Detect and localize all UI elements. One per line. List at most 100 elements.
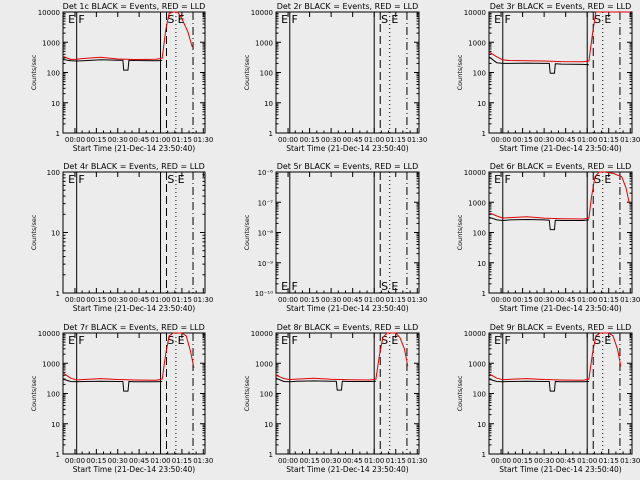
y-tick-label: 10 <box>51 100 60 108</box>
x-tick-label: 01:00 <box>364 296 384 304</box>
x-tick-label: 00:30 <box>534 136 554 144</box>
panel-det-3: Det 3r BLACK = Events, RED = LLD 1 10 100 10… <box>456 2 640 153</box>
y-tick-label: 100 <box>260 70 273 78</box>
y-tick-label: 10⁻⁸ <box>258 230 274 238</box>
x-tick-label: 01:00 <box>577 296 597 304</box>
x-tick-label: 01:15 <box>172 296 192 304</box>
marker-label: S <box>594 13 601 26</box>
y-tick-label: 10⁻⁹ <box>258 260 274 268</box>
x-tick-label: 00:15 <box>300 457 320 465</box>
y-tick-label: 1 <box>56 290 60 298</box>
x-tick-label: 00:15 <box>86 296 106 304</box>
panel-det-5: Det 5r BLACK = Events, RED = LLD 10⁻¹⁰ 10⁻… <box>243 162 427 313</box>
marker-label: F <box>505 334 511 347</box>
y-tick-label: 10 <box>264 100 273 108</box>
y-tick-label: 1 <box>56 130 60 138</box>
lld-line <box>488 171 630 220</box>
x-tick-label: 01:00 <box>364 136 384 144</box>
marker-label: S <box>594 334 601 347</box>
panel-det-6: Det 6r BLACK = Events, RED = LLD 1 10 100 10… <box>456 162 640 313</box>
marker-label: E <box>281 280 288 293</box>
y-tick-label: 1000 <box>468 360 486 368</box>
events-line <box>275 377 376 391</box>
x-tick-label: 00:00 <box>278 296 298 304</box>
x-tick-label: 01:00 <box>577 457 597 465</box>
panel-det-8: Det 8r BLACK = Events, RED = LLD 1 10 100 10… <box>243 323 427 474</box>
x-tick-label: 01:15 <box>599 296 619 304</box>
marker-label: F <box>292 13 298 26</box>
x-axis-label: Start Time (21-Dec-14 23:50:40) <box>499 465 621 474</box>
marker-label: F <box>505 173 511 186</box>
x-tick-label: 00:30 <box>108 457 128 465</box>
marker-label: E <box>68 334 75 347</box>
panel-title: Det 5r BLACK = Events, RED = LLD <box>277 162 419 171</box>
y-axis-label: Counts/sec <box>456 54 464 90</box>
marker-label: S <box>594 173 601 186</box>
x-tick-label: 00:30 <box>108 136 128 144</box>
panel-title: Det 1c BLACK = Events, RED = LLD <box>63 2 206 11</box>
marker-label: F <box>78 13 84 26</box>
y-tick-label: 1000 <box>255 360 273 368</box>
y-tick-label: 10000 <box>38 330 60 338</box>
y-tick-label: 1000 <box>468 199 486 207</box>
y-axis-label: Counts/sec <box>456 375 464 411</box>
panel-title: Det 2r BLACK = Events, RED = LLD <box>277 2 419 11</box>
x-tick-label: 00:45 <box>343 136 363 144</box>
x-tick-label: 01:30 <box>193 136 213 144</box>
x-tick-label: 00:00 <box>65 457 85 465</box>
y-tick-label: 100 <box>47 391 60 399</box>
marker-label: E <box>494 173 501 186</box>
marker-label: S <box>167 334 174 347</box>
x-tick-label: 01:00 <box>150 296 170 304</box>
x-tick-label: 01:15 <box>172 457 192 465</box>
x-tick-label: 01:30 <box>193 296 213 304</box>
marker-label: S <box>381 13 388 26</box>
marker-label: S <box>167 173 174 186</box>
panels: Det 1c BLACK = Events, RED = LLD11010010… <box>30 2 640 474</box>
x-tick-label: 00:45 <box>129 296 149 304</box>
panel-det-7: Det 7r BLACK = Events, RED = LLD 1 10 100 10… <box>30 323 213 474</box>
x-tick-label: 00:15 <box>513 296 533 304</box>
y-tick-label: 1 <box>269 451 273 459</box>
panel-det-4: Det 4r BLACK = Events, RED = LLD 1 10 100 Co… <box>30 162 213 313</box>
x-tick-label: 00:00 <box>491 136 511 144</box>
x-tick-label: 00:30 <box>321 136 341 144</box>
marker-label: E <box>68 173 75 186</box>
lld-line <box>275 332 409 381</box>
x-tick-label: 00:00 <box>491 457 511 465</box>
x-tick-label: 00:45 <box>556 296 576 304</box>
x-tick-label: 01:00 <box>577 136 597 144</box>
y-tick-label: 100 <box>260 391 273 399</box>
panel-title: Det 6r BLACK = Events, RED = LLD <box>490 162 632 171</box>
lld-line <box>488 332 622 381</box>
y-tick-label: 10 <box>477 421 486 429</box>
y-axis-label: Counts/sec <box>456 214 464 250</box>
lld-line <box>62 11 193 60</box>
y-tick-label: 100 <box>47 169 60 177</box>
marker-label: F <box>505 13 511 26</box>
x-tick-label: 00:30 <box>321 296 341 304</box>
x-axis-label: Start Time (21-Dec-14 23:50:40) <box>286 465 408 474</box>
marker-label: E <box>281 13 288 26</box>
panel-title: Det 9r BLACK = Events, RED = LLD <box>490 323 632 332</box>
y-axis-label: Counts/sec <box>243 54 251 90</box>
marker-label: S <box>381 280 388 293</box>
x-tick-label: 00:00 <box>65 136 85 144</box>
y-tick-label: 10000 <box>464 9 486 17</box>
x-tick-label: 00:45 <box>343 457 363 465</box>
x-axis-label: Start Time (21-Dec-14 23:50:40) <box>286 144 408 153</box>
x-tick-label: 01:30 <box>407 296 427 304</box>
panel-det-1: Det 1c BLACK = Events, RED = LLD 1 10 100 10… <box>30 2 213 153</box>
x-tick-label: 00:00 <box>278 136 298 144</box>
x-tick-label: 01:30 <box>407 457 427 465</box>
x-tick-label: 00:45 <box>556 457 576 465</box>
y-tick-label: 10⁻⁶ <box>258 169 274 177</box>
y-tick-label: 1 <box>269 130 273 138</box>
y-tick-label: 1 <box>56 451 60 459</box>
x-axis-label: Start Time (21-Dec-14 23:50:40) <box>286 304 408 313</box>
marker-label: F <box>292 334 298 347</box>
y-axis-label: Counts/sec <box>30 54 38 90</box>
marker-label: F <box>292 280 298 293</box>
y-tick-label: 100 <box>473 230 486 238</box>
y-tick-label: 10000 <box>38 9 60 17</box>
